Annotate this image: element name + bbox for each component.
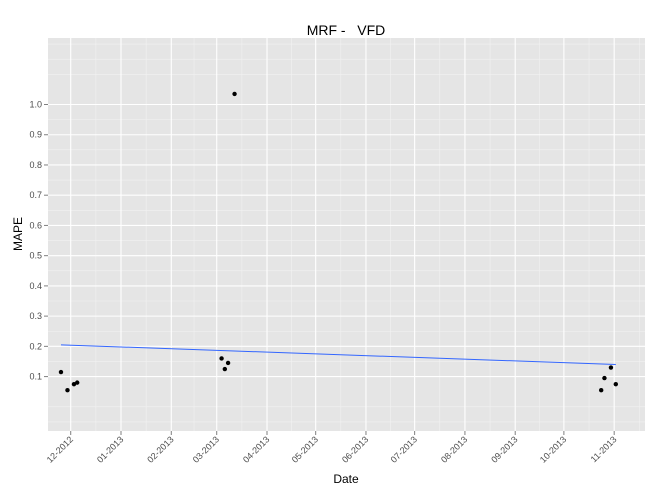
x-tick-label: 07-2013 bbox=[389, 434, 419, 464]
x-tick-label: 03-2013 bbox=[191, 434, 221, 464]
y-axis-ticks: 0.1 0.2 0.3 0.4 0.5 0.6 0.7 0.8 0.9 1.0 bbox=[29, 100, 48, 382]
data-point bbox=[222, 366, 228, 372]
data-point bbox=[65, 387, 70, 393]
y-tick-label: 0.3 bbox=[29, 311, 42, 321]
x-tick-label: 10-2013 bbox=[538, 434, 568, 464]
x-tick-label: 06-2013 bbox=[340, 434, 370, 464]
y-tick-label: 0.1 bbox=[29, 372, 42, 382]
trend-line bbox=[60, 344, 616, 365]
x-tick-label: 08-2013 bbox=[439, 434, 469, 464]
data-point bbox=[613, 381, 618, 387]
x-tick-label: 11-2013 bbox=[589, 434, 619, 464]
x-axis-ticks: 12-2012 01-2013 02-2013 03-2013 04-2013 05-20… bbox=[45, 431, 619, 465]
data-point bbox=[608, 365, 614, 370]
major-gridlines bbox=[48, 38, 645, 431]
x-tick-label: 01-2013 bbox=[95, 434, 125, 464]
y-tick-label: 0.6 bbox=[29, 220, 42, 230]
y-tick-label: 0.2 bbox=[29, 341, 42, 351]
minor-gridlines bbox=[48, 38, 645, 431]
data-point bbox=[598, 387, 604, 393]
y-tick-label: 0.7 bbox=[29, 190, 42, 200]
chart-title: MRF - VFD bbox=[307, 22, 386, 38]
y-axis-label: MAPE bbox=[11, 217, 25, 251]
data-point bbox=[232, 91, 237, 97]
y-tick-label: 0.8 bbox=[29, 160, 42, 170]
data-point bbox=[602, 375, 607, 381]
x-tick-label: 04-2013 bbox=[241, 434, 271, 464]
x-tick-label: 09-2013 bbox=[489, 434, 519, 464]
x-tick-label: 12-2012 bbox=[45, 434, 75, 464]
x-tick-label: 02-2013 bbox=[145, 434, 175, 464]
panel-background bbox=[48, 38, 645, 431]
trend-layer bbox=[60, 344, 616, 365]
data-point bbox=[225, 360, 231, 366]
y-tick-label: 0.4 bbox=[29, 281, 42, 291]
x-axis-label: Date bbox=[333, 472, 359, 486]
data-point bbox=[58, 369, 64, 375]
y-tick-label: 0.9 bbox=[29, 130, 42, 140]
x-tick-label: 05-2013 bbox=[290, 434, 320, 464]
y-tick-label: 0.5 bbox=[29, 251, 42, 261]
data-point bbox=[219, 356, 224, 361]
points-layer bbox=[58, 91, 618, 393]
y-tick-label: 1.0 bbox=[29, 100, 42, 110]
data-point bbox=[75, 380, 80, 385]
